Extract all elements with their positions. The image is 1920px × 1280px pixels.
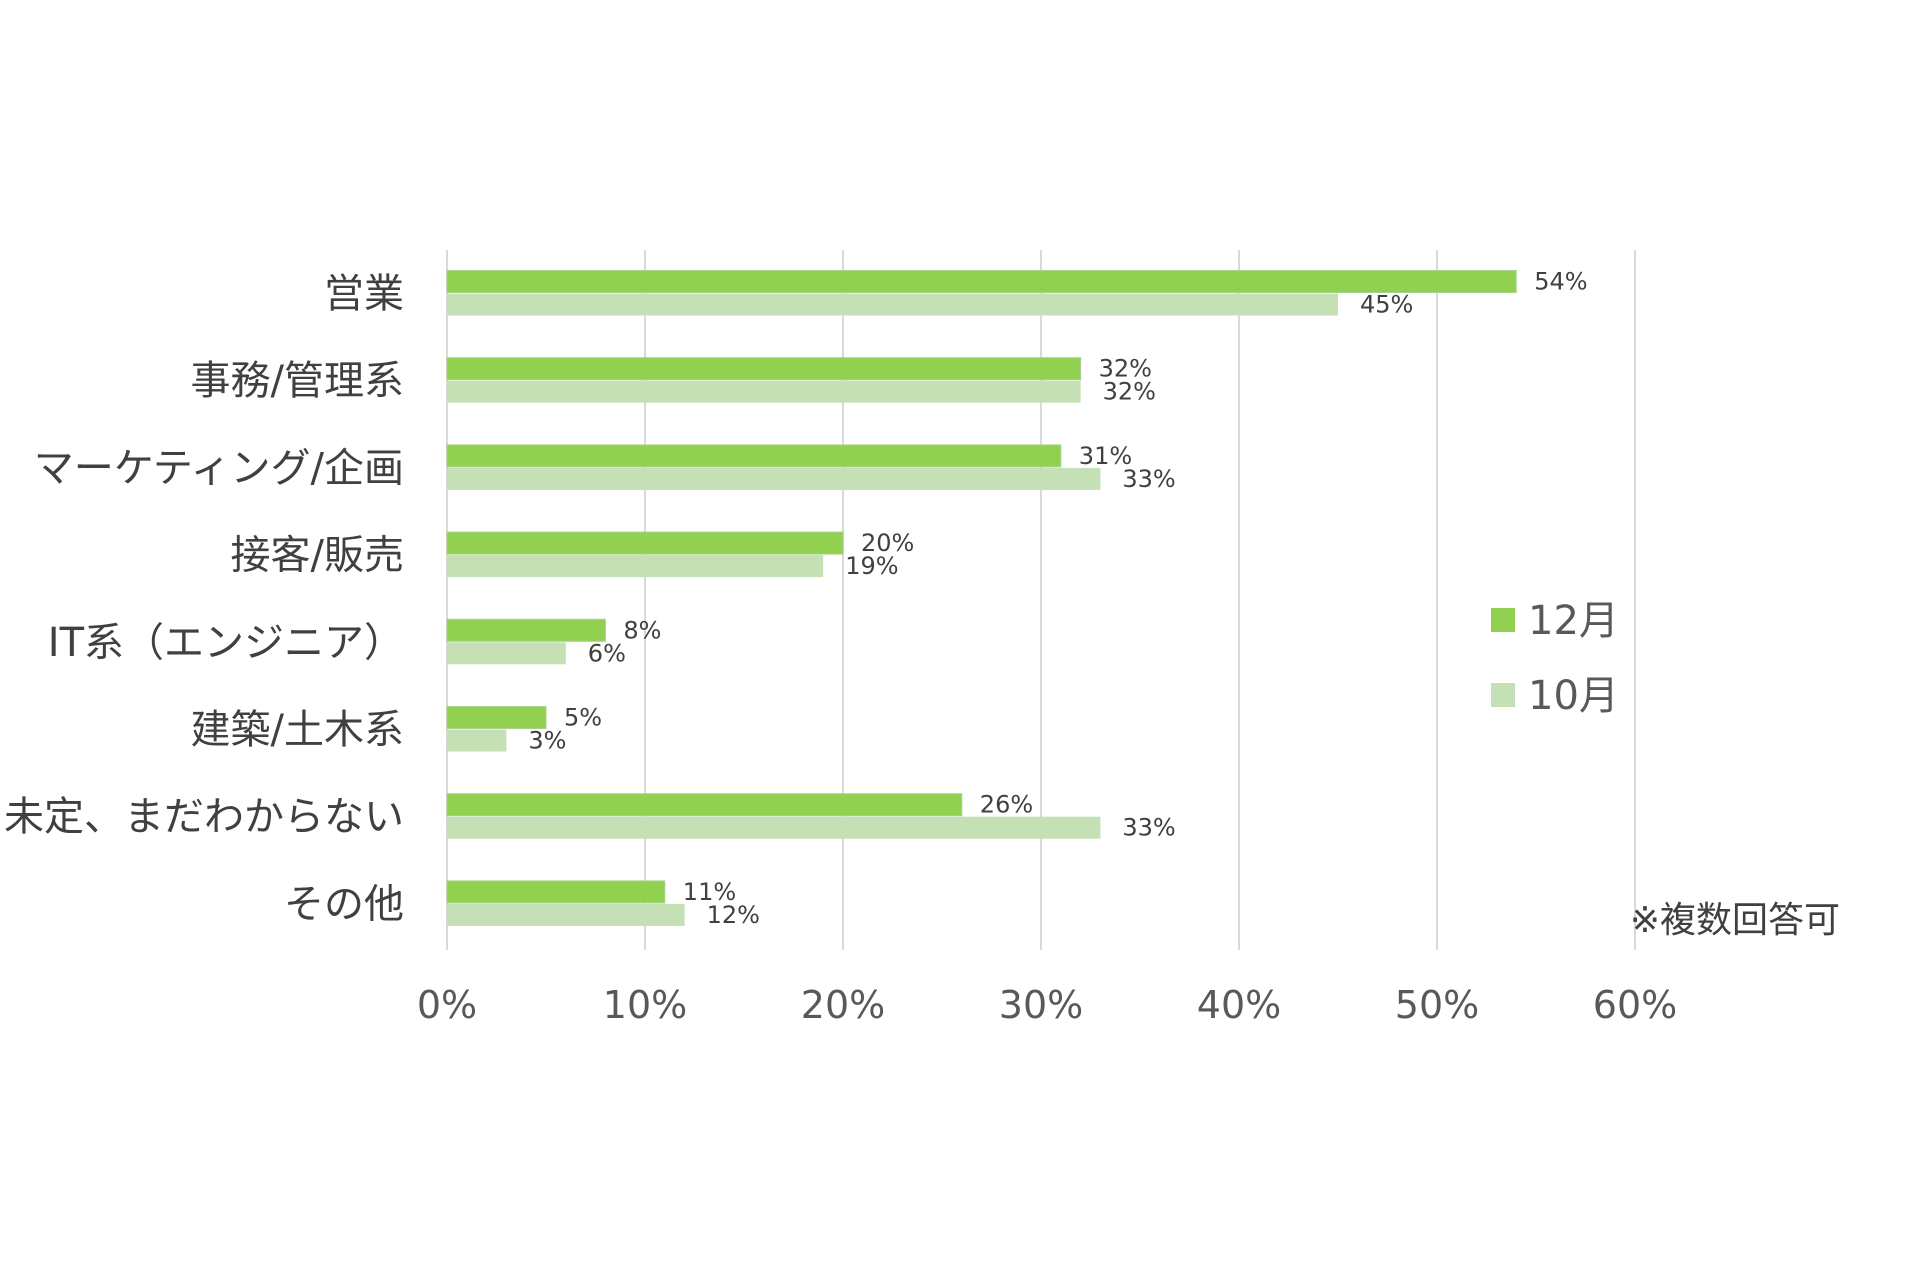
data-label: 3% xyxy=(528,727,566,755)
category-label: IT系（エンジニア） xyxy=(48,620,404,666)
bar-series1 xyxy=(446,706,547,729)
x-tick-label: 40% xyxy=(1197,983,1281,1027)
data-label: 32% xyxy=(1099,355,1152,383)
data-label: 26% xyxy=(980,791,1033,819)
bar-series2 xyxy=(447,903,685,926)
bar-series1 xyxy=(446,531,844,555)
bar-series1 xyxy=(446,444,1062,468)
data-label: 5% xyxy=(564,704,602,732)
grid-lines xyxy=(446,250,1636,950)
x-axis-tick-labels: 0% 10% 20% 30% 40% 50% 60% xyxy=(417,983,1677,1027)
bar-series1 xyxy=(446,880,666,904)
x-tick-label: 20% xyxy=(801,983,885,1027)
bar-series1 xyxy=(446,793,963,817)
x-tick-label: 60% xyxy=(1593,983,1677,1027)
bar-series2 xyxy=(447,729,507,752)
x-tick-label: 10% xyxy=(603,983,687,1027)
data-label: 11% xyxy=(683,878,736,906)
bar-series1 xyxy=(446,270,1517,293)
x-tick-label: 30% xyxy=(999,983,1083,1027)
x-tick-label: 50% xyxy=(1395,983,1479,1027)
data-label: 45% xyxy=(1360,291,1413,319)
legend-label: 12月 xyxy=(1528,598,1619,644)
category-label: 未定、まだわからない xyxy=(4,794,404,840)
category-label: 営業 xyxy=(324,271,404,317)
bar-series2 xyxy=(447,642,566,665)
category-label: その他 xyxy=(284,881,404,927)
x-tick-label: 0% xyxy=(417,983,477,1027)
data-label: 31% xyxy=(1079,442,1132,470)
legend-label: 10月 xyxy=(1528,673,1619,719)
legend-swatch xyxy=(1491,608,1515,632)
bar-series2 xyxy=(447,380,1081,403)
data-label: 33% xyxy=(1122,465,1175,493)
data-label: 19% xyxy=(845,552,898,580)
data-labels: 54% 32% 31% 20% 8% 5% 26% 11% 45% 32% 33% 19% 6% 3% 33… xyxy=(528,268,1587,929)
data-label: 20% xyxy=(861,529,914,557)
bar-series2 xyxy=(447,555,824,578)
bar-series2 xyxy=(447,293,1338,316)
bar-series2 xyxy=(447,467,1101,490)
category-label: 接客/販売 xyxy=(231,533,404,579)
category-label: 建築/土木系 xyxy=(191,707,404,753)
data-label: 33% xyxy=(1122,814,1175,842)
bars xyxy=(446,270,1517,926)
legend: 12月 10月 xyxy=(1491,598,1619,719)
category-label: 事務/管理系 xyxy=(191,358,404,404)
bar-series1 xyxy=(446,357,1082,381)
data-label: 12% xyxy=(707,901,760,929)
bar-series2 xyxy=(447,816,1101,839)
note-label: ※複数回答可 xyxy=(1630,900,1840,941)
data-label: 6% xyxy=(588,639,626,667)
data-label: 8% xyxy=(623,616,661,644)
data-label: 32% xyxy=(1103,378,1156,406)
legend-swatch xyxy=(1491,683,1515,707)
bar-series1 xyxy=(446,618,606,642)
category-label: マーケティング/企画 xyxy=(34,445,404,491)
data-label: 54% xyxy=(1534,268,1587,296)
